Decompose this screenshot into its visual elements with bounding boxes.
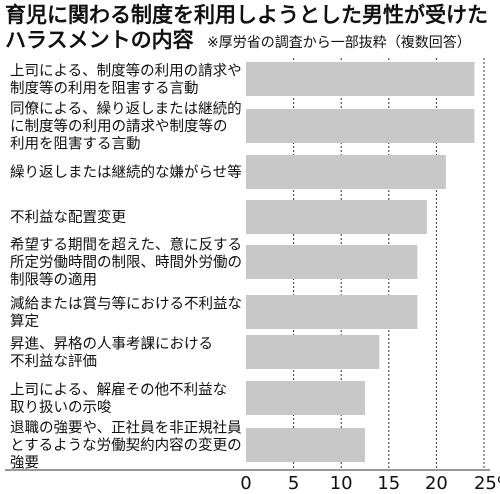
label-backdrop bbox=[8, 334, 215, 354]
category-label: 制限等の適用 bbox=[10, 271, 97, 289]
category-label: 不利益な評価 bbox=[10, 353, 97, 370]
category-label: 上司による、解雇その他不利益な bbox=[10, 381, 227, 398]
category-label: に制度等の利用の請求や制度等の bbox=[10, 117, 228, 135]
label-backdrop bbox=[8, 311, 41, 331]
label-backdrop bbox=[8, 162, 244, 183]
bar bbox=[246, 428, 365, 462]
category-label: 不利益な配置変更 bbox=[10, 209, 126, 226]
label-backdrop bbox=[8, 60, 244, 81]
label-backdrop bbox=[8, 208, 129, 228]
bars-group bbox=[246, 62, 475, 462]
x-tick-label: 15 bbox=[377, 473, 400, 494]
category-label: 利用を阻害する言動 bbox=[10, 136, 141, 153]
bar bbox=[246, 200, 427, 234]
label-backdrop bbox=[8, 351, 99, 371]
label-backdrop bbox=[8, 134, 143, 154]
label-backdrop bbox=[8, 397, 114, 417]
category-label: 繰り返しまたは継続的な嫌がらせ等 bbox=[10, 163, 242, 181]
label-backdrop bbox=[8, 418, 244, 438]
bar bbox=[246, 335, 380, 369]
label-backdrop bbox=[8, 453, 41, 473]
category-label: 強要 bbox=[10, 455, 39, 472]
bar bbox=[246, 62, 475, 96]
bar bbox=[246, 245, 418, 279]
category-label: 上司による、制度等の利用の請求や bbox=[10, 61, 242, 79]
x-tick-label: 0 bbox=[240, 473, 251, 494]
x-tick-label: 25% bbox=[474, 473, 500, 494]
category-label: 退職の強要や、正社員を非正規社員 bbox=[10, 420, 242, 437]
category-label: 同僚による、繰り返しまたは継続的 bbox=[10, 101, 242, 118]
label-backdrop bbox=[8, 99, 244, 119]
category-label: とするような労働契約内容の変更の bbox=[10, 437, 242, 454]
label-backdrop bbox=[8, 77, 201, 98]
x-tick-label: 10 bbox=[330, 473, 353, 494]
category-label: 制度等の利用を阻害する言動 bbox=[10, 79, 199, 97]
category-label: 希望する期間を超えた、意に反する bbox=[10, 236, 242, 254]
bar bbox=[246, 295, 418, 329]
chart-subtitle: ※厚労省の調査から一部抜粋（複数回答） bbox=[207, 34, 471, 51]
category-label: 減給または賞与等における不利益な bbox=[10, 294, 242, 312]
category-label: 算定 bbox=[10, 313, 39, 330]
label-backdrop bbox=[8, 234, 244, 255]
tick-labels-group: 0 5 10 15 20 25% bbox=[5, 469, 500, 494]
category-labels-group: 上司による、制度等の利用の請求や制度等の利用を阻害する言動同僚による、繰り返しま… bbox=[8, 60, 244, 473]
chart-title-line-2: ハラスメントの内容 bbox=[5, 28, 194, 52]
label-backdrop bbox=[8, 293, 244, 314]
bar bbox=[246, 381, 365, 415]
label-backdrop bbox=[8, 436, 244, 456]
label-backdrop bbox=[8, 116, 230, 137]
category-label: 昇進、昇格の人事考課における bbox=[10, 335, 213, 352]
x-tick-label: 20 bbox=[425, 473, 448, 494]
category-label: 取り扱いの示唆 bbox=[10, 399, 112, 416]
bar bbox=[246, 155, 446, 189]
label-backdrop bbox=[8, 380, 230, 400]
label-backdrop bbox=[8, 269, 99, 290]
label-backdrop bbox=[8, 253, 244, 273]
chart-title-line-1: 育児に関わる制度を利用しようとした男性が受けた bbox=[5, 3, 488, 27]
bar bbox=[246, 109, 475, 143]
x-tick-label: 5 bbox=[288, 473, 299, 494]
category-label: 所定労働時間の制限、時間外労働の bbox=[10, 254, 242, 271]
